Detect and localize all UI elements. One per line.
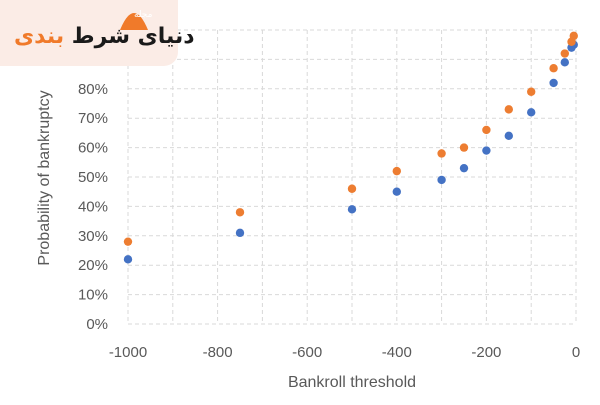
data-point-series-1 [504,131,513,141]
data-point-series-1 [437,175,446,185]
x-tick-label: -200 [471,344,501,361]
y-tick-label: 0% [86,316,108,333]
data-point-series-2 [527,87,536,96]
data-point-series-1 [347,205,357,214]
data-point-series-1 [235,228,245,238]
x-tick-label: -400 [382,344,412,361]
data-point-series-2 [392,166,401,176]
y-tick-label: 50% [78,169,108,186]
y-axis-title: Probability of bankruptcy [36,90,53,265]
y-tick-label: 20% [78,257,108,274]
x-tick-label: -800 [203,344,233,361]
data-points [123,31,578,264]
data-point-series-2 [569,31,578,41]
data-point-series-2 [459,143,469,152]
y-tick-label: 30% [78,228,108,245]
y-tick-label: 10% [78,287,108,304]
logo-mark-icon [120,13,148,30]
y-tick-label: 70% [78,110,108,127]
data-point-series-1 [123,255,133,264]
x-tick-label: -1000 [109,344,147,361]
x-axis-title: Bankroll threshold [288,374,416,391]
data-point-series-2 [235,208,245,217]
data-point-series-2 [437,149,446,158]
data-point-series-2 [347,184,357,193]
y-tick-label: 80% [78,81,108,98]
data-point-series-2 [123,237,133,246]
watermark-logo: مجله دنیای شرط بندی [0,0,195,66]
y-tick-label: 40% [78,198,108,215]
logo-text-main: دنیای شرط [64,24,195,49]
x-tick-label: -600 [292,344,322,361]
data-point-series-1 [549,78,558,88]
data-point-series-2 [549,64,558,73]
x-tick-label: 0 [572,344,580,361]
logo-small-text: مجله [134,10,153,20]
data-point-series-1 [560,58,569,67]
grid [127,29,577,325]
y-axis-ticks: 0%10%20%30%40%50%60%70%80%90%100% [70,22,108,333]
data-point-series-1 [482,146,491,155]
data-point-series-2 [482,125,491,135]
x-axis-ticks: -1000 -800 -600 -400 -200 0 [109,344,580,361]
logo-text-accent: بندی [14,24,65,49]
data-point-series-2 [560,49,569,58]
y-tick-label: 60% [78,140,108,157]
data-point-series-1 [392,187,401,196]
data-point-series-1 [459,163,469,173]
data-point-series-2 [504,105,513,114]
logo-text: دنیای شرط بندی [14,24,195,49]
data-point-series-1 [527,108,536,117]
